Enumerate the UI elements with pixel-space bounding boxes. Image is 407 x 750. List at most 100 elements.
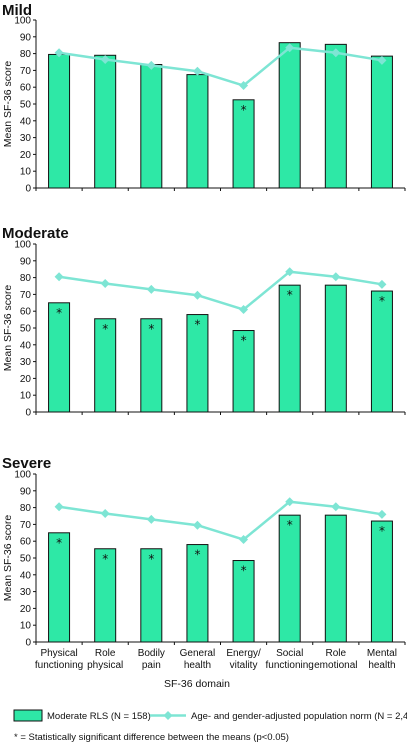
y-tick-label: 50: [20, 324, 32, 335]
significance-marker: *: [102, 552, 108, 566]
x-tick-label: Role physical: [87, 648, 123, 671]
y-tick-label: 60: [20, 537, 32, 548]
bar-2: [94, 318, 117, 413]
y-tick-label: 100: [14, 240, 31, 251]
bar-3: [140, 64, 163, 189]
bar-6: [278, 42, 301, 189]
y-tick-label: 70: [20, 290, 32, 301]
x-tick-label-line: pain: [142, 660, 161, 671]
x-tick-label-line: Role: [326, 648, 347, 659]
norm-point-1: [54, 502, 64, 512]
bar-8: [370, 290, 393, 413]
y-axis-title: Mean SF-36 score: [2, 285, 14, 372]
x-tick-label-line: General: [180, 648, 216, 659]
y-tick-label: 90: [20, 486, 32, 497]
y-tick-label: 80: [20, 503, 32, 514]
x-tick-label-line: Role: [95, 648, 116, 659]
y-tick-label: 50: [20, 554, 32, 565]
bar-2: [94, 54, 117, 189]
norm-point-2: [100, 508, 110, 518]
bar-3: [140, 318, 163, 413]
y-tick-label: 10: [20, 621, 32, 632]
bar-8: [370, 55, 393, 189]
norm-line: [58, 500, 383, 541]
y-tick-label: 70: [20, 520, 32, 531]
y-tick-label: 40: [20, 116, 32, 127]
x-tick-label-line: Mental: [367, 648, 397, 659]
norm-point-4: [192, 520, 202, 530]
norm-point-5: [239, 535, 249, 545]
norm-point-6: [285, 497, 295, 507]
x-tick-label-line: Energy/: [226, 648, 261, 659]
norm-line: [58, 270, 383, 311]
bar-5: [232, 560, 255, 643]
norm-point-4: [192, 66, 202, 76]
y-tick-label: 0: [25, 184, 31, 195]
bar-1: [48, 532, 71, 643]
y-tick-label: 60: [20, 83, 32, 94]
norm-point-7: [331, 48, 341, 58]
y-tick-label: 90: [20, 32, 32, 43]
norm-point-8: [377, 279, 387, 289]
legend-bar-label: Moderate RLS (N = 158): [47, 711, 151, 722]
y-axis-title: Mean SF-36 score: [2, 515, 14, 602]
x-tick-label-line: Social: [276, 648, 303, 659]
x-tick-label: Social functioning: [266, 648, 314, 671]
y-tick-label: 0: [25, 408, 31, 419]
y-tick-label: 20: [20, 374, 32, 385]
legend: Moderate RLS (N = 158) Age- and gender-a…: [13, 709, 407, 722]
significance-marker: *: [56, 306, 62, 320]
x-tick-label-line: functioning: [35, 660, 83, 671]
y-tick-label: 90: [20, 256, 32, 267]
x-tick-label: Bodily pain: [138, 648, 165, 671]
norm-point-7: [331, 502, 341, 512]
significance-marker: *: [287, 518, 293, 532]
norm-point-5: [239, 305, 249, 315]
significance-marker: *: [241, 334, 247, 348]
panel-title: Mild: [2, 2, 32, 19]
norm-point-4: [192, 290, 202, 300]
norm-point-6: [285, 267, 295, 277]
bar-1: [48, 53, 71, 189]
bar-6: [278, 284, 301, 413]
y-tick-label: 40: [20, 340, 32, 351]
significance-marker: *: [241, 103, 247, 117]
footnote: * = Statistically significant difference…: [14, 732, 289, 743]
y-tick-label: 100: [14, 16, 31, 27]
significance-marker: *: [287, 288, 293, 302]
bar-5: [232, 330, 255, 413]
significance-marker: *: [379, 524, 385, 538]
norm-point-8: [377, 509, 387, 519]
significance-marker: *: [56, 536, 62, 550]
legend-bar-swatch: [13, 709, 43, 722]
bar-6: [278, 514, 301, 643]
y-tick-label: 40: [20, 570, 32, 581]
y-tick-label: 50: [20, 100, 32, 111]
panel-mild: Mild Mean SF-36 score 0 10 20 30 40 50 60 70 80 90 1…: [2, 2, 406, 195]
y-tick-label: 0: [25, 638, 31, 649]
x-tick-label-line: vitality: [230, 660, 258, 671]
significance-marker: *: [241, 564, 247, 578]
x-axis-title: SF-36 domain: [164, 678, 230, 690]
significance-marker: *: [148, 322, 154, 336]
bar-5: [232, 99, 255, 189]
significance-marker: *: [194, 318, 200, 332]
norm-point-3: [146, 60, 156, 70]
significance-marker: *: [148, 552, 154, 566]
x-tick-label-line: physical: [87, 660, 123, 671]
panel-title: Moderate: [2, 225, 69, 242]
panel-moderate: Moderate Mean SF-36 score 0 10 20 30 40 50 60 70 8…: [2, 225, 406, 419]
y-tick-label: 10: [20, 391, 32, 402]
y-tick-label: 30: [20, 133, 32, 144]
panel-severe: Severe Mean SF-36 score 0 10 20 30 40 50 60 70 80 9…: [2, 455, 406, 690]
bar-3: [140, 548, 163, 643]
y-tick-label: 80: [20, 273, 32, 284]
bar-4: [186, 74, 209, 189]
y-tick-label: 20: [20, 150, 32, 161]
norm-point-6: [285, 43, 295, 53]
bar-7: [324, 284, 347, 413]
y-tick-label: 30: [20, 587, 32, 598]
x-tick-label-line: health: [368, 660, 395, 671]
panel-title: Severe: [2, 455, 51, 472]
